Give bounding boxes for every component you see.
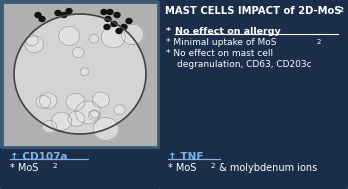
Ellipse shape (114, 105, 125, 115)
Ellipse shape (35, 12, 41, 18)
Text: *: * (166, 27, 174, 36)
Ellipse shape (58, 26, 80, 46)
Ellipse shape (61, 12, 67, 18)
Ellipse shape (90, 110, 100, 118)
Ellipse shape (92, 92, 110, 108)
Ellipse shape (121, 25, 127, 29)
Bar (2, 2, 158, 147)
Text: * Minimal uptake of MoS: * Minimal uptake of MoS (166, 38, 277, 47)
Ellipse shape (101, 26, 125, 48)
Ellipse shape (114, 12, 120, 18)
Ellipse shape (88, 111, 99, 120)
FancyBboxPatch shape (158, 0, 348, 150)
Ellipse shape (101, 9, 107, 15)
Text: * MoS: * MoS (168, 163, 196, 173)
Text: 2: 2 (210, 163, 215, 170)
Ellipse shape (89, 35, 98, 43)
Text: ↑ TNF: ↑ TNF (168, 152, 204, 162)
Ellipse shape (52, 112, 72, 130)
Text: 2: 2 (52, 163, 57, 170)
Ellipse shape (107, 9, 113, 15)
Ellipse shape (68, 111, 85, 126)
Text: 2: 2 (317, 39, 321, 44)
FancyBboxPatch shape (0, 147, 160, 189)
Ellipse shape (15, 15, 145, 133)
Ellipse shape (105, 16, 111, 22)
Ellipse shape (39, 16, 45, 22)
Text: 2: 2 (338, 6, 343, 12)
Ellipse shape (93, 118, 119, 140)
Text: degranulation, CD63, CD203c: degranulation, CD63, CD203c (177, 60, 311, 69)
Text: No effect on allergy: No effect on allergy (175, 27, 281, 36)
Ellipse shape (25, 36, 44, 53)
Text: MAST CELLS IMPACT of 2D-MoS: MAST CELLS IMPACT of 2D-MoS (165, 6, 341, 16)
Bar (2, 2, 158, 147)
Ellipse shape (66, 9, 72, 13)
Ellipse shape (104, 25, 110, 29)
Text: * No effect on mast cell: * No effect on mast cell (166, 49, 273, 58)
Ellipse shape (55, 11, 61, 15)
Ellipse shape (121, 24, 144, 45)
Ellipse shape (116, 29, 122, 33)
Ellipse shape (76, 101, 101, 124)
Ellipse shape (111, 22, 117, 26)
Ellipse shape (36, 95, 51, 108)
FancyBboxPatch shape (159, 147, 348, 189)
Ellipse shape (25, 34, 38, 46)
Ellipse shape (39, 93, 57, 108)
Text: & molybdenum ions: & molybdenum ions (216, 163, 317, 173)
Ellipse shape (80, 68, 89, 76)
Ellipse shape (126, 19, 132, 23)
Text: * MoS: * MoS (10, 163, 38, 173)
Ellipse shape (43, 120, 56, 133)
Text: ↑ CD107a: ↑ CD107a (10, 152, 68, 162)
Ellipse shape (66, 93, 85, 110)
Ellipse shape (72, 47, 84, 58)
